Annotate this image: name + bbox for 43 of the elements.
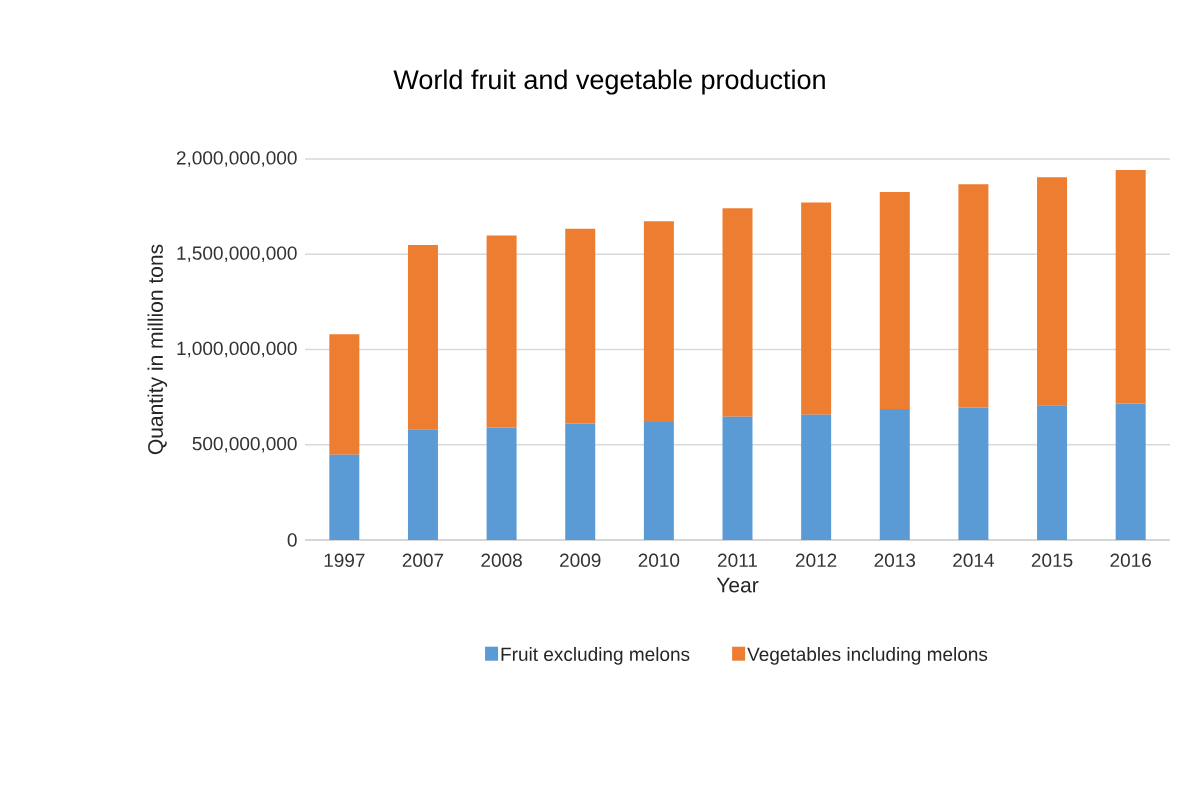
x-tick-label: 2010 xyxy=(638,553,680,567)
bar xyxy=(722,208,753,417)
bar xyxy=(958,184,989,408)
x-tick-label: 2016 xyxy=(1110,553,1151,567)
bar xyxy=(801,202,832,415)
legend-label: Vegetables including melons xyxy=(747,647,988,665)
y-tick-label: 500,000,000 xyxy=(192,436,297,453)
x-tick-label: 2012 xyxy=(795,553,837,567)
x-tick-label: 2008 xyxy=(481,553,522,567)
bar xyxy=(486,235,517,428)
bar xyxy=(565,228,596,424)
y-tick-label: 1,500,000,000 xyxy=(177,246,297,263)
bar xyxy=(565,423,596,540)
bar xyxy=(958,407,989,540)
x-tick-label: 2015 xyxy=(1031,553,1073,567)
bar xyxy=(879,191,910,409)
chart-title: World fruit and vegetable production xyxy=(393,69,825,95)
x-tick-label: 2009 xyxy=(560,553,601,567)
bar xyxy=(486,427,517,540)
bar xyxy=(722,416,753,540)
x-tick-label: 2007 xyxy=(402,553,444,567)
bar xyxy=(329,454,360,540)
x-tick-label: 2013 xyxy=(874,553,916,567)
bar xyxy=(643,422,674,540)
bar xyxy=(1037,177,1068,406)
bar xyxy=(643,221,674,423)
y-axis-title: Quantity in million tons xyxy=(147,244,168,455)
y-tick-label: 1,000,000,000 xyxy=(177,341,297,358)
bar xyxy=(1115,170,1146,404)
y-tick-label: 2,000,000,000 xyxy=(176,151,297,167)
bar xyxy=(407,244,438,430)
bar xyxy=(801,414,832,540)
y-tick-label: 0 xyxy=(287,533,297,547)
bar xyxy=(1037,405,1068,540)
x-tick-label: 2014 xyxy=(953,553,994,567)
x-tick-label: 2011 xyxy=(718,553,757,567)
bar xyxy=(879,408,910,540)
legend-label: Fruit excluding melons xyxy=(501,647,690,665)
x-tick-label: 1997 xyxy=(324,553,365,567)
bar xyxy=(329,334,360,455)
x-axis-title: Year xyxy=(716,577,759,593)
bar xyxy=(1115,403,1146,540)
bar xyxy=(407,429,438,540)
